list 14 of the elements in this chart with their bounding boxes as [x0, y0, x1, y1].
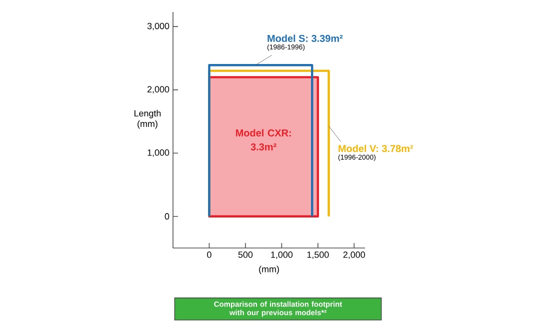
- x-tick-label: 0: [207, 252, 212, 258]
- x-tick-label: 1,000: [271, 252, 293, 259]
- x-tick-label: 500: [238, 252, 253, 258]
- y-tick-label: 0: [164, 213, 170, 220]
- y-tick-label: 2,000: [147, 86, 170, 94]
- y-axis-title: Length (mm): [134, 110, 161, 129]
- y-tick-label: 3,000: [147, 22, 170, 30]
- y-tick-label: 1,000: [148, 149, 170, 157]
- x-tick-label: 2,000: [343, 252, 366, 259]
- series-label: Model CXR: 3.3m²: [236, 129, 291, 150]
- x-axis-title: (mm): [259, 266, 279, 274]
- text: Model S: 3.39m²: [268, 34, 343, 42]
- series-label: Model V: 3.78m²: [338, 144, 414, 152]
- x-tick-label: 1,500: [307, 252, 329, 259]
